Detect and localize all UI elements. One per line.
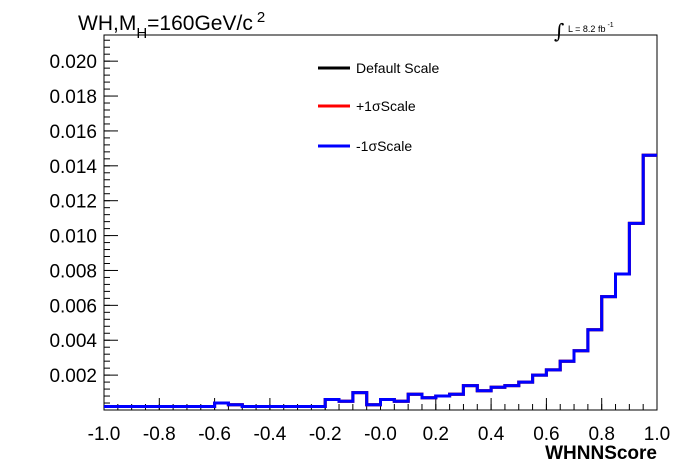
y-tick-label: 0.012 (49, 192, 97, 213)
x-tick-label: 0.6 (533, 424, 559, 445)
x-tick-label: -0.8 (143, 424, 176, 445)
x-tick-label: 0.2 (423, 424, 449, 445)
lumi-label-text: L = 8.2 fb (568, 24, 605, 34)
chart-title-main: WH,M (78, 12, 136, 35)
histogram-series-line (104, 153, 657, 408)
legend: Default Scale +1σScale -1σScale (318, 60, 439, 154)
y-tick-label: 0.018 (49, 87, 97, 108)
y-tick-label: 0.004 (49, 331, 97, 352)
x-tick-label: -0.2 (309, 424, 342, 445)
x-tick-label: 0.4 (478, 424, 505, 445)
series-layer (104, 153, 657, 408)
integral-symbol: ∫ (554, 19, 564, 43)
x-tick-label: -1.0 (88, 424, 121, 445)
x-axis-title: WHNNScore (545, 443, 657, 464)
chart-title-value: =160GeV/c (147, 12, 253, 35)
chart-title: WH,MH=160GeV/c 2 (78, 9, 265, 42)
x-tick-label: 0.8 (588, 424, 614, 445)
y-tick-label: 0.010 (49, 227, 97, 248)
y-tick-label: 0.006 (49, 296, 97, 317)
y-tick-label: 0.020 (49, 52, 97, 73)
y-tick-label: 0.016 (49, 122, 97, 143)
lumi-label: L = 8.2 fb -1 (568, 22, 614, 34)
lumi-label-superscript: -1 (607, 22, 613, 29)
chart-title-superscript: 2 (257, 9, 265, 26)
legend-label: Default Scale (356, 60, 439, 76)
y-tick-label: 0.002 (49, 366, 97, 387)
x-tick-label: -0.0 (364, 424, 397, 445)
x-tick-label: -0.6 (198, 424, 231, 445)
y-tick-label: 0.008 (49, 261, 97, 282)
y-tick-label: 0.014 (49, 157, 97, 178)
legend-label: +1σScale (356, 98, 416, 114)
legend-label: -1σScale (356, 138, 412, 154)
chart-title-subscript: H (136, 25, 147, 42)
y-axis: 0.002 0.004 0.006 0.008 0.010 0.012 0.014 0.016… (49, 39, 118, 404)
x-tick-label: -0.4 (254, 424, 287, 445)
x-tick-label: 1.0 (644, 424, 670, 445)
